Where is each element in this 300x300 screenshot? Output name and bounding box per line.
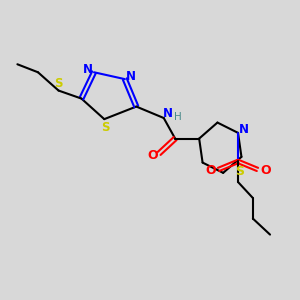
Text: S: S [101,121,110,134]
Text: N: N [163,107,173,120]
Text: H: H [174,112,181,122]
Text: S: S [54,77,63,90]
Text: N: N [239,123,249,136]
Text: N: N [126,70,136,83]
Text: O: O [147,149,158,162]
Text: S: S [235,165,244,178]
Text: N: N [83,64,93,76]
Text: O: O [260,164,271,177]
Text: O: O [205,164,216,177]
